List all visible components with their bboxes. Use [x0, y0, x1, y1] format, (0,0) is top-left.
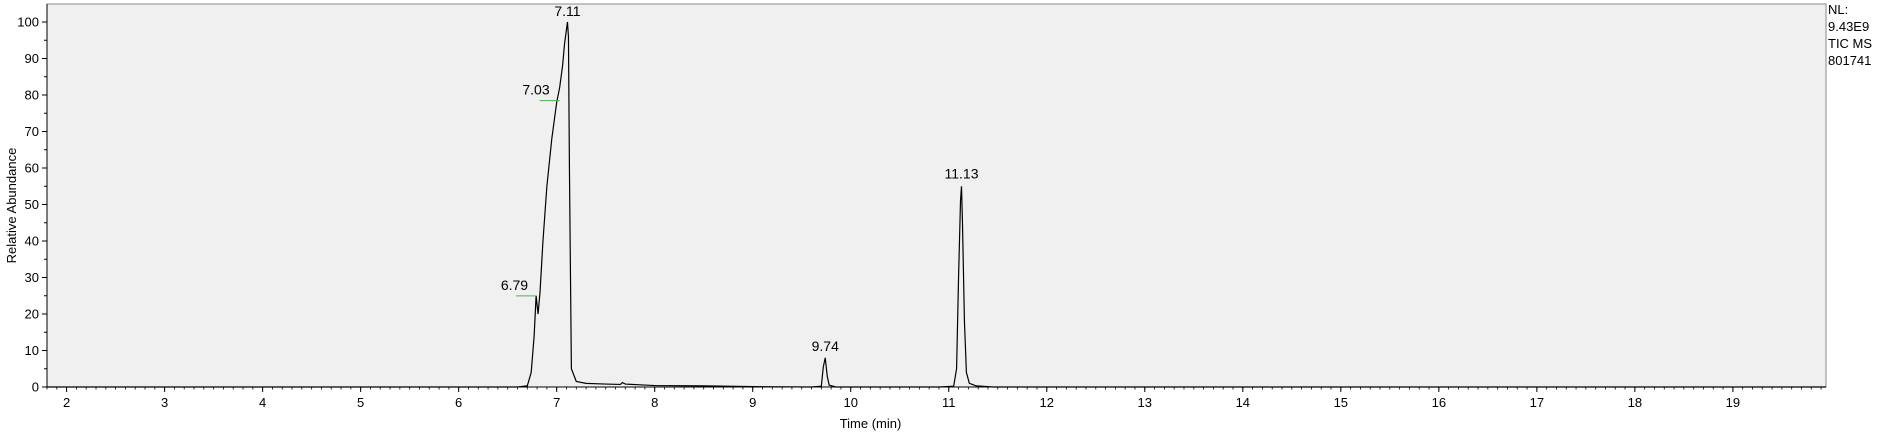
peak-label: 9.74	[812, 338, 839, 354]
info-line: TIC MS	[1828, 36, 1872, 51]
info-panel: NL: 9.43E9 TIC MS 801741	[1828, 2, 1872, 68]
y-tick-label: 20	[25, 307, 39, 322]
x-tick-label: 11	[942, 395, 956, 410]
y-tick-label: 90	[25, 51, 39, 66]
x-tick-label: 19	[1726, 395, 1740, 410]
x-tick-label: 18	[1628, 395, 1642, 410]
y-tick-label: 80	[25, 88, 39, 103]
info-line: 9.43E9	[1828, 19, 1869, 34]
x-tick-label: 13	[1138, 395, 1152, 410]
y-tick-label: 40	[25, 234, 39, 249]
x-tick-label: 10	[844, 395, 858, 410]
x-tick-label: 14	[1236, 395, 1250, 410]
y-tick-label: 0	[32, 380, 39, 395]
x-tick-label: 8	[651, 395, 658, 410]
y-tick-label: 30	[25, 270, 39, 285]
x-tick-label: 17	[1530, 395, 1544, 410]
peak-labels: 7.11 7.03 6.79 9.74 11.13	[501, 3, 979, 354]
peak-label: 7.11	[554, 3, 580, 19]
y-tick-label: 10	[25, 343, 39, 358]
x-tick-label: 2	[63, 395, 70, 410]
tic-trace-line	[47, 21, 1826, 388]
x-axis-ticks: 2 3 4 5 6 7 8 9 10 11 12 13 14 15 16 17 18 19	[46, 387, 1822, 410]
peak-label: 6.79	[501, 277, 528, 293]
x-axis-title: Time (min)	[840, 416, 902, 431]
plot-area	[46, 3, 1827, 388]
x-tick-label: 12	[1040, 395, 1054, 410]
y-axis-ticks: 0 10 20 30 40 50 60 70 80 90 100	[17, 15, 47, 395]
x-tick-label: 15	[1334, 395, 1348, 410]
x-tick-label: 4	[259, 395, 266, 410]
peak-label: 7.03	[522, 82, 549, 98]
peak-label: 11.13	[944, 165, 978, 181]
y-tick-label: 50	[25, 197, 39, 212]
x-tick-label: 16	[1432, 395, 1446, 410]
info-line: NL:	[1828, 2, 1848, 17]
y-axis-title: Relative Abundance	[4, 148, 19, 264]
y-tick-label: 60	[25, 161, 39, 176]
x-tick-label: 5	[357, 395, 364, 410]
x-tick-label: 3	[161, 395, 168, 410]
y-tick-label: 100	[17, 15, 39, 30]
y-tick-label: 70	[25, 124, 39, 139]
x-tick-label: 9	[749, 395, 756, 410]
x-tick-label: 7	[553, 395, 560, 410]
x-tick-label: 6	[455, 395, 462, 410]
info-line: 801741	[1828, 53, 1871, 68]
